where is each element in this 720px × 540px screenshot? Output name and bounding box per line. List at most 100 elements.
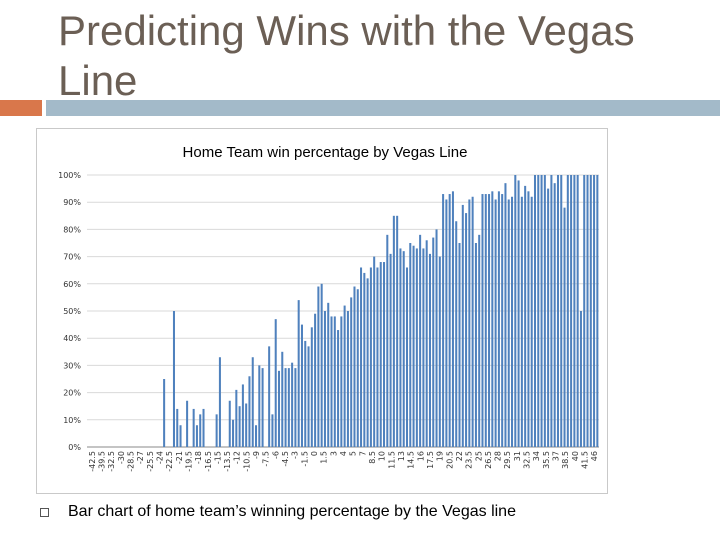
x-tick-label: 4 [339, 451, 348, 456]
bar [488, 194, 491, 447]
x-tick-label: 28 [494, 451, 503, 461]
bar [202, 408, 205, 447]
x-tick-label: -4.5 [281, 451, 290, 467]
bar [458, 243, 461, 447]
slide-title: Predicting Wins with the Vegas Line [58, 7, 635, 104]
x-tick-label: 26.5 [484, 451, 493, 469]
x-tick-label: 37 [552, 451, 561, 461]
bar [314, 313, 317, 447]
bar [307, 346, 310, 447]
x-tick-label: 3 [329, 451, 338, 456]
bar [350, 297, 353, 447]
bar [235, 389, 238, 447]
bar [451, 191, 454, 447]
bar [563, 207, 566, 447]
bar [333, 316, 336, 447]
x-tick-label: -28.5 [126, 451, 135, 472]
bar [586, 175, 589, 447]
bar [376, 267, 379, 447]
bar [284, 368, 287, 447]
y-tick-label: 20% [63, 389, 81, 398]
bar [579, 311, 582, 447]
x-tick-label: 17.5 [426, 451, 435, 469]
x-tick-label: 41.5 [581, 451, 590, 469]
x-tick-label: 29.5 [503, 451, 512, 469]
x-tick-label: -9 [252, 451, 261, 459]
x-tick-label: 35.5 [542, 451, 551, 469]
bar [232, 419, 235, 447]
y-tick-label: 60% [63, 280, 81, 289]
x-tick-label: -3 [291, 451, 300, 459]
bar [484, 194, 487, 447]
x-tick-label: -25.5 [146, 451, 155, 472]
bar [192, 408, 195, 447]
x-tick-label: -27 [136, 451, 145, 464]
bar [501, 194, 504, 447]
bar [389, 253, 392, 447]
x-tick-label: -10.5 [242, 451, 251, 472]
bar [340, 316, 343, 447]
y-tick-label: 80% [63, 225, 81, 234]
bar [524, 185, 527, 447]
bar [179, 425, 182, 447]
bar [517, 180, 520, 447]
bar [274, 319, 277, 447]
bar [363, 272, 366, 447]
bar [199, 414, 202, 447]
bar [228, 400, 231, 447]
bar [553, 183, 556, 447]
bar [287, 368, 290, 447]
bar [353, 286, 356, 447]
bar [425, 240, 428, 447]
x-tick-label: -22.5 [165, 451, 174, 472]
bar [481, 194, 484, 447]
bar [386, 234, 389, 447]
bar [596, 175, 599, 447]
x-tick-label: 10 [378, 451, 387, 461]
bar [356, 289, 359, 447]
bar [589, 175, 592, 447]
bar [327, 302, 330, 447]
bar [543, 175, 546, 447]
bar [448, 194, 451, 447]
bar [537, 175, 540, 447]
bar [379, 262, 382, 447]
x-tick-label: 38.5 [561, 451, 570, 469]
bar [432, 237, 435, 447]
bar [547, 188, 550, 447]
x-tick-label: 14.5 [407, 451, 416, 469]
bar [277, 370, 281, 447]
title-accent-bar-left [0, 100, 42, 116]
bar [369, 267, 372, 447]
bar [255, 425, 258, 447]
x-tick-label: 32.5 [523, 451, 532, 469]
bar [409, 243, 412, 447]
x-tick-label: 23.5 [465, 451, 474, 469]
bar [163, 379, 166, 447]
bar [527, 191, 530, 447]
bar [438, 256, 441, 447]
x-tick-label: -24 [155, 451, 164, 464]
y-tick-label: 70% [63, 253, 81, 262]
x-tick-label: 46 [590, 451, 599, 461]
x-tick-label: -30 [117, 451, 126, 464]
bar [494, 199, 497, 447]
bar [593, 175, 596, 447]
bar [455, 221, 458, 447]
bar [533, 175, 537, 447]
y-tick-label: 50% [63, 307, 81, 316]
bar [195, 425, 198, 447]
bar [337, 330, 340, 447]
bar [511, 196, 514, 447]
x-tick-label: 19 [436, 451, 445, 461]
x-tick-label: 1.5 [320, 451, 329, 464]
x-tick-label: 16 [416, 451, 425, 461]
bar [560, 175, 563, 447]
bar [172, 311, 175, 447]
bar [428, 253, 431, 447]
gridlines [87, 174, 599, 448]
x-tick-label: -16.5 [204, 451, 213, 472]
bar [248, 376, 251, 447]
bar-chart: Home Team win percentage by Vegas Line 0… [58, 144, 599, 472]
bar [474, 243, 477, 447]
